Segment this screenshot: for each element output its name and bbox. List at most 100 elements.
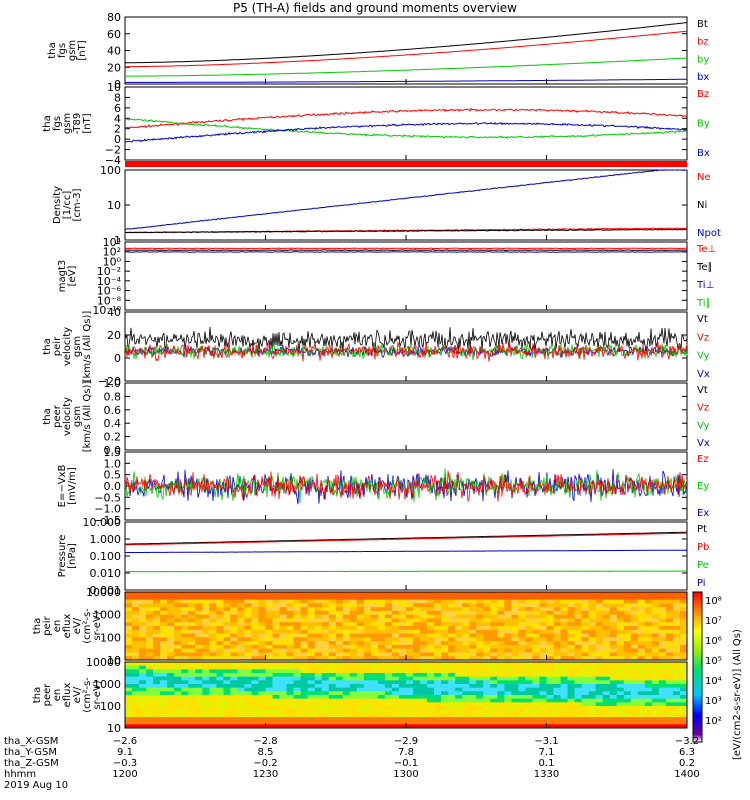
- heatmap-cell: [370, 695, 379, 700]
- heatmap-cell: [651, 676, 660, 681]
- heatmap-cell: [651, 717, 660, 722]
- heatmap-cell: [434, 702, 442, 707]
- ylabel-line: en: [52, 689, 63, 702]
- heatmap-cell: [356, 676, 365, 681]
- heatmap-cell: [265, 687, 274, 692]
- heatmap-cell: [377, 706, 386, 711]
- heatmap-cell: [595, 610, 604, 616]
- heatmap-cell: [279, 706, 288, 711]
- heatmap-cell: [672, 665, 681, 670]
- heatmap-cell: [630, 720, 639, 725]
- legend-ey: Ey: [697, 481, 709, 492]
- heatmap-cell: [644, 706, 653, 711]
- heatmap-cell: [476, 592, 484, 597]
- heatmap-cell: [658, 706, 667, 711]
- heatmap-cell: [511, 592, 519, 597]
- heatmap-cell: [125, 626, 133, 631]
- heatmap-cell: [609, 695, 618, 700]
- heatmap-cell: [398, 669, 407, 674]
- ylabel-line: tha: [32, 618, 43, 634]
- heatmap-cell: [279, 595, 288, 601]
- heatmap-cell: [665, 713, 674, 718]
- heatmap-cell: [602, 633, 611, 638]
- heatmap-cell: [230, 656, 238, 661]
- heatmap-cell: [356, 673, 365, 678]
- heatmap-cell: [237, 629, 245, 635]
- heatmap-cell: [363, 599, 372, 604]
- heatmap-cell: [462, 629, 470, 635]
- heatmap-cell: [132, 648, 140, 653]
- legend-vt: Vt: [697, 385, 708, 396]
- legend-pb: Pb: [697, 542, 709, 553]
- heatmap-cell: [328, 702, 337, 707]
- heatmap-cell: [237, 607, 245, 612]
- heatmap-cell: [363, 691, 372, 696]
- heatmap-cell: [167, 669, 175, 674]
- heatmap-cell: [441, 669, 449, 674]
- heatmap-cell: [539, 695, 547, 700]
- heatmap-cell: [174, 603, 182, 608]
- heatmap-cell: [279, 622, 288, 627]
- heatmap-cell: [377, 662, 386, 667]
- heatmap-cell: [637, 641, 646, 646]
- heatmap-cell: [483, 684, 491, 689]
- heatmap-cell: [174, 673, 182, 678]
- heatmap-cell: [651, 691, 660, 696]
- heatmap-cell: [546, 622, 555, 627]
- heatmap-cell: [476, 603, 484, 608]
- heatmap-cell: [167, 626, 175, 631]
- ytick-label: −20: [98, 375, 121, 388]
- heatmap-cell: [307, 622, 316, 627]
- heatmap-cell: [434, 706, 442, 711]
- heatmap-cell: [132, 717, 140, 722]
- heatmap-cell: [195, 665, 203, 670]
- heatmap-cell: [672, 641, 681, 646]
- heatmap-cell: [609, 698, 618, 703]
- heatmap-cell: [616, 592, 625, 597]
- heatmap-cell: [588, 691, 597, 696]
- heatmap-cell: [637, 720, 646, 725]
- colorbar-tick: 10⁸: [705, 596, 722, 607]
- heatmap-cell: [434, 691, 442, 696]
- heatmap-cell: [321, 595, 330, 601]
- heatmap-cell: [469, 698, 477, 703]
- heatmap-cell: [469, 669, 477, 674]
- heatmap-cell: [462, 684, 470, 689]
- heatmap-cell: [300, 680, 309, 685]
- heatmap-cell: [637, 717, 646, 722]
- heatmap-cell: [321, 629, 330, 635]
- heatmap-cell: [644, 684, 653, 689]
- heatmap-cell: [644, 676, 653, 681]
- heatmap-cell: [420, 607, 428, 612]
- heatmap-cell: [279, 687, 288, 692]
- heatmap-cell: [349, 648, 358, 653]
- heatmap-cell: [560, 626, 569, 631]
- heatmap-cell: [251, 603, 259, 608]
- heatmap-cell: [595, 614, 604, 619]
- heatmap-cell: [644, 610, 653, 616]
- heatmap-cell: [637, 610, 646, 616]
- heatmap-cell: [588, 656, 597, 661]
- heatmap-cell: [434, 595, 442, 601]
- heatmap-cell: [448, 680, 456, 685]
- legend-pe: Pe: [697, 560, 709, 571]
- heatmap-cell: [504, 618, 512, 623]
- heatmap-cell: [321, 717, 330, 722]
- heatmap-cell: [511, 614, 519, 619]
- heatmap-cell: [356, 652, 365, 657]
- heatmap-cell: [251, 724, 259, 729]
- heatmap-cell: [560, 652, 569, 657]
- heatmap-cell: [406, 614, 414, 619]
- heatmap-cell: [602, 622, 611, 627]
- heatmap-cell: [525, 724, 533, 729]
- heatmap-cell: [602, 641, 611, 646]
- heatmap-cell: [497, 644, 505, 650]
- heatmap-cell: [658, 641, 667, 646]
- heatmap-cell: [272, 641, 281, 646]
- ylabel-line: fgs: [52, 116, 63, 131]
- heatmap-cell: [181, 691, 189, 696]
- heatmap-cell: [384, 603, 393, 608]
- heatmap-cell: [490, 652, 498, 657]
- heatmap-cell: [616, 702, 625, 707]
- heatmap-cell: [455, 702, 463, 707]
